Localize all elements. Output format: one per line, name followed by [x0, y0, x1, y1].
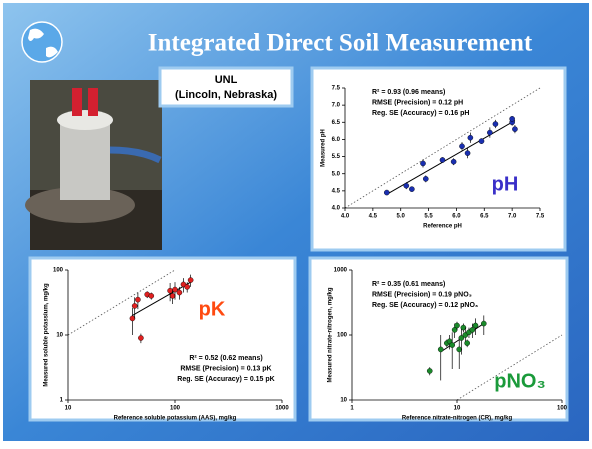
x-tick-label: 7.5 [536, 214, 545, 220]
point [512, 127, 517, 132]
point [479, 139, 484, 144]
point [420, 161, 425, 166]
x-tick-label: 6.0 [452, 214, 461, 220]
y-axis-title: Measured pH [321, 129, 327, 167]
x-tick-label: 100 [170, 406, 181, 412]
chart-label: pH [492, 173, 519, 195]
point [451, 159, 456, 164]
annotation: R² = 0.35 (0.61 means) [372, 281, 445, 288]
x-axis-title: Reference nitrate-nitrogen (CR), mg/kg [402, 416, 513, 422]
point [404, 183, 409, 188]
y-tick-label: 7.0 [332, 103, 341, 109]
x-tick-label: 4.0 [341, 214, 350, 220]
point [440, 157, 445, 162]
y-tick-label: 5.5 [332, 154, 341, 160]
point [130, 316, 135, 321]
annotation: Reg. SE (Accuracy) = 0.16 pH [372, 110, 469, 117]
chart-label: pK [199, 298, 226, 320]
point [135, 297, 140, 302]
x-tick-label: 4.5 [369, 214, 378, 220]
panel [30, 258, 295, 420]
annotation: Reg. SE (Accuracy) = 0.15 pK [177, 376, 274, 383]
point [185, 284, 190, 289]
point [510, 116, 515, 121]
point [172, 287, 177, 292]
x-tick-label: 6.5 [480, 214, 489, 220]
point [493, 121, 498, 126]
photo [25, 80, 162, 250]
label-line: UNL [215, 74, 238, 86]
x-tick-label: 100 [557, 406, 568, 412]
point [168, 288, 173, 293]
point [409, 187, 414, 192]
x-tick-label: 10 [65, 406, 72, 412]
y-axis-title: Measured soluble potassium, mg/kg [44, 283, 50, 387]
y-tick-label: 10 [340, 398, 347, 404]
point [427, 368, 432, 373]
chart-label: pNO₃ [494, 370, 545, 392]
annotation: R² = 0.52 (0.62 means) [189, 355, 262, 362]
label-line: (Lincoln, Nebraska) [175, 89, 277, 101]
y-tick-label: 100 [337, 333, 348, 339]
annotation: RMSE (Precision) = 0.13 pK [180, 365, 271, 372]
point [450, 342, 455, 347]
x-tick-label: 7.0 [508, 214, 517, 220]
y-tick-label: 1000 [334, 268, 348, 274]
y-tick-label: 4.5 [332, 188, 341, 194]
point [423, 176, 428, 181]
annotation: RMSE (Precision) = 0.12 pH [372, 99, 463, 106]
y-tick-label: 5.0 [332, 171, 341, 177]
point [438, 347, 443, 352]
point [132, 303, 137, 308]
point [468, 135, 473, 140]
point [459, 144, 464, 149]
x-axis-title: Reference soluble potassium (AAS), mg/kg [114, 416, 237, 422]
y-tick-label: 4.0 [332, 206, 341, 212]
annotation: RMSE (Precision) = 0.19 pNO₃ [372, 291, 472, 298]
point [188, 277, 193, 282]
point [481, 321, 486, 326]
point [454, 323, 459, 328]
point [473, 323, 478, 328]
point [487, 130, 492, 135]
x-tick-label: 5.0 [397, 214, 406, 220]
point [170, 293, 175, 298]
annotation: Reg. SE (Accuracy) = 0.12 pNO₃ [372, 302, 478, 309]
point [465, 341, 470, 346]
point [149, 293, 154, 298]
y-tick-label: 10 [56, 333, 63, 339]
y-tick-label: 7.5 [332, 86, 341, 92]
y-axis-title: Measured nitrate-nitrogen, mg/kg [328, 287, 334, 382]
x-tick-label: 1000 [275, 406, 289, 412]
y-tick-label: 100 [53, 268, 64, 274]
page: Integrated Direct Soil Measurement UNL (… [0, 0, 592, 449]
slide-title: Integrated Direct Soil Measurement [148, 30, 533, 57]
y-tick-label: 6.5 [332, 120, 341, 126]
x-axis-title: Reference pH [423, 224, 462, 230]
globe-icon [22, 22, 62, 62]
point [470, 327, 475, 332]
point [138, 335, 143, 340]
annotation: R² = 0.93 (0.96 means) [372, 89, 445, 96]
x-tick-label: 5.5 [424, 214, 433, 220]
point [465, 151, 470, 156]
x-tick-label: 10 [454, 406, 461, 412]
slide: Integrated Direct Soil Measurement UNL (… [0, 0, 592, 444]
point [177, 290, 182, 295]
y-tick-label: 6.0 [332, 137, 341, 143]
point [384, 190, 389, 195]
